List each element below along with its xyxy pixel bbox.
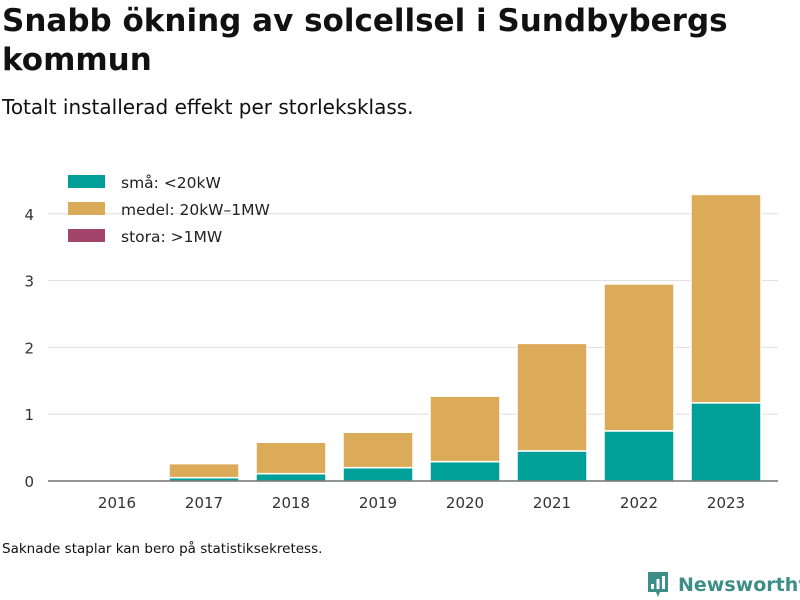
legend-swatch (68, 202, 105, 215)
bar-segment-2023-series-0 (690, 402, 762, 482)
brand-logo: Newsworthy (646, 570, 800, 600)
brand-name: Newsworthy (678, 574, 800, 596)
x-tick-label: 2016 (98, 494, 136, 512)
y-tick-label: 3 (24, 273, 34, 291)
footnote: Saknade staplar kan bero på statistiksek… (2, 541, 323, 557)
y-tick-label: 0 (24, 473, 34, 491)
bar-chart: 0 1 2 3 4 2016 2017 2018 2019 2020 2021 2022 2023 s… (24, 174, 778, 512)
x-tick-labels: 2016 2017 2018 2019 2020 2021 2022 2023 (98, 494, 745, 512)
chart-title: Snabb ökning av solcellsel i Sundbybergs… (2, 3, 728, 78)
bar-segment-2020-series-0 (429, 460, 501, 482)
x-tick-label: 2021 (533, 494, 571, 512)
x-tick-label: 2020 (446, 494, 484, 512)
bar-segment-2021-series-1 (516, 342, 588, 452)
bar-segment-2019-series-0 (342, 466, 414, 482)
bar-segment-2017-series-1 (168, 462, 240, 479)
x-tick-label: 2017 (185, 494, 223, 512)
x-tick-label: 2019 (359, 494, 397, 512)
bars (168, 193, 762, 482)
legend: små: <20kW medel: 20kW–1MW stora: >1MW (68, 174, 270, 246)
x-tick-label: 2018 (272, 494, 310, 512)
bar-segment-2022-series-1 (603, 283, 675, 432)
legend-label: medel: 20kW–1MW (121, 201, 270, 219)
bar-segment-2021-series-0 (516, 450, 588, 482)
bar-segment-2018-series-0 (255, 472, 327, 482)
x-tick-label: 2023 (707, 494, 745, 512)
bar-segment-2018-series-1 (255, 441, 327, 475)
bar-segment-2023-series-1 (690, 193, 762, 404)
y-tick-label: 1 (24, 406, 34, 424)
y-tick-label: 2 (24, 339, 34, 357)
x-tick-label: 2022 (620, 494, 658, 512)
chart-subtitle: Totalt installerad effekt per storlekskl… (2, 95, 414, 119)
legend-swatch (68, 229, 105, 242)
bar-segment-2020-series-1 (429, 395, 501, 463)
legend-label: små: <20kW (121, 174, 221, 192)
bar-segment-2022-series-0 (603, 430, 675, 482)
y-tick-labels: 0 1 2 3 4 (24, 206, 34, 491)
bar-segment-2019-series-1 (342, 431, 414, 469)
legend-label: stora: >1MW (121, 228, 222, 246)
y-tick-label: 4 (24, 206, 34, 224)
newsworthy-logo-icon (648, 572, 668, 597)
legend-swatch (68, 175, 105, 188)
